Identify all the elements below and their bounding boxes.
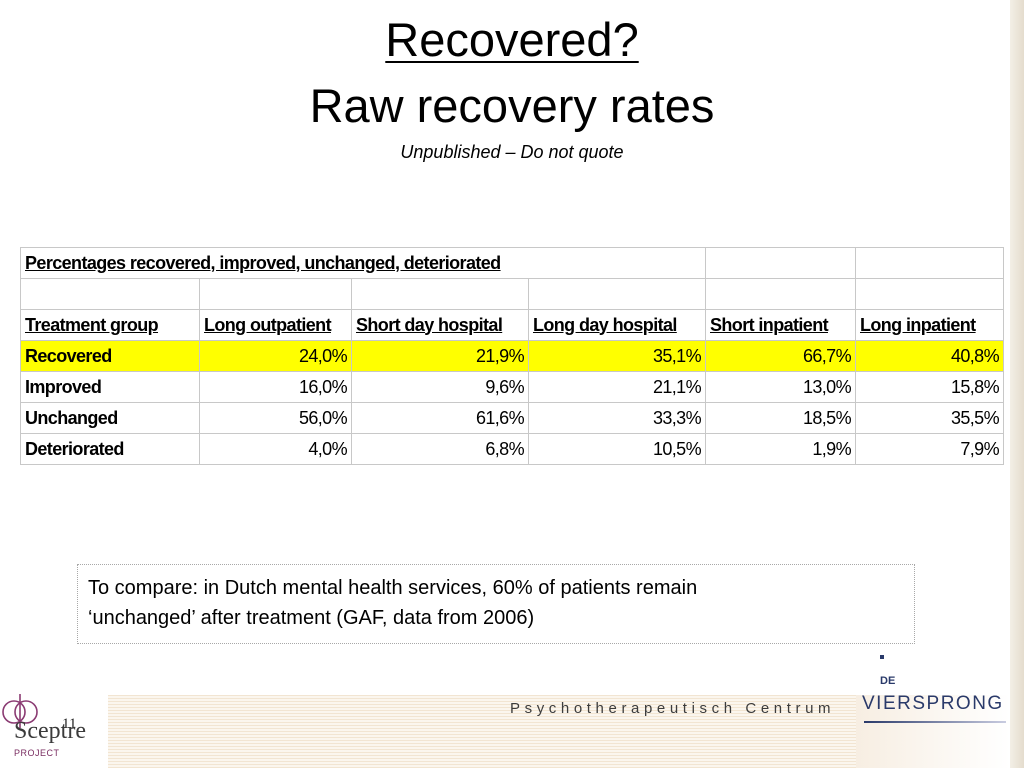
row-label: Unchanged: [20, 402, 200, 434]
table-cell: 6,8%: [351, 433, 529, 465]
table-cell: 10,5%: [528, 433, 706, 465]
table-cell: 66,7%: [705, 340, 856, 372]
table-caption: Percentages recovered, improved, unchang…: [20, 247, 706, 279]
table-row-deteriorated: Deteriorated 4,0% 6,8% 10,5% 1,9% 7,9%: [20, 433, 1004, 465]
table-row-unchanged: Unchanged 56,0% 61,6% 33,3% 18,5% 35,5%: [20, 402, 1004, 434]
logo-underline: [864, 721, 1006, 723]
column-header: Long day hospital: [528, 309, 706, 341]
logo-prefix: DE: [880, 675, 896, 687]
table-cell-empty: [855, 278, 1004, 310]
table-cell: 21,1%: [528, 371, 706, 403]
sceptre-logo-text: Sceptre: [14, 718, 86, 744]
table-cell: 1,9%: [705, 433, 856, 465]
slide-right-edge: [1010, 0, 1024, 768]
table-row-recovered: Recovered 24,0% 21,9% 35,1% 66,7% 40,8%: [20, 340, 1004, 372]
table-cell: 16,0%: [199, 371, 352, 403]
table-cell: 4,0%: [199, 433, 352, 465]
table-cell-empty: [199, 278, 352, 310]
table-cell: 15,8%: [855, 371, 1004, 403]
recovery-table: Percentages recovered, improved, unchang…: [20, 247, 1004, 465]
table-cell-empty: [705, 247, 856, 279]
table-row-improved: Improved 16,0% 9,6% 21,1% 13,0% 15,8%: [20, 371, 1004, 403]
column-header: Treatment group: [20, 309, 200, 341]
table-cell: 24,0%: [199, 340, 352, 372]
table-cell-empty: [20, 278, 200, 310]
footer-band-fade: [856, 695, 1010, 768]
note-line-1: To compare: in Dutch mental health servi…: [88, 577, 698, 599]
table-cell-empty: [855, 247, 1004, 279]
table-cell: 18,5%: [705, 402, 856, 434]
sceptre-emblem-icon: [2, 694, 38, 728]
table-spacer-row: [20, 278, 1004, 310]
logo-name: VIERSPRONG: [862, 693, 1004, 714]
vierspong-logo: DE VIERSPRONG: [860, 655, 1010, 765]
row-label: Recovered: [20, 340, 200, 372]
table-cell: 35,5%: [855, 402, 1004, 434]
table-caption-row: Percentages recovered, improved, unchang…: [20, 247, 1004, 279]
page-number: 11: [62, 716, 77, 732]
table-cell: 9,6%: [351, 371, 529, 403]
note-line-2: ‘unchanged’ after treatment (GAF, data f…: [88, 607, 535, 629]
table-cell: 40,8%: [855, 340, 1004, 372]
column-header: Long inpatient: [855, 309, 1004, 341]
row-label: Deteriorated: [20, 433, 200, 465]
table-cell-empty: [351, 278, 529, 310]
table-cell: 56,0%: [199, 402, 352, 434]
slide-notice: Unpublished – Do not quote: [400, 142, 624, 162]
centre-name: Psychotherapeutisch Centrum: [510, 700, 836, 717]
table-cell-empty: [528, 278, 706, 310]
slide-subtitle: Raw recovery rates: [309, 79, 715, 132]
column-header: Short inpatient: [705, 309, 856, 341]
table-cell: 13,0%: [705, 371, 856, 403]
table-cell: 7,9%: [855, 433, 1004, 465]
column-header: Long outpatient: [199, 309, 352, 341]
logo-dot: [880, 655, 884, 659]
sceptre-logo: Sceptre PROJECT: [0, 688, 110, 768]
slide-title: Recovered?: [385, 13, 639, 66]
row-label: Improved: [20, 371, 200, 403]
footer-band: [108, 695, 856, 768]
table-header-row: Treatment group Long outpatient Short da…: [20, 309, 1004, 341]
table-cell: 33,3%: [528, 402, 706, 434]
comparison-note: To compare: in Dutch mental health servi…: [77, 564, 915, 644]
table-cell-empty: [705, 278, 856, 310]
table-cell: 61,6%: [351, 402, 529, 434]
table-cell: 21,9%: [351, 340, 529, 372]
sceptre-logo-sub: PROJECT: [14, 748, 60, 758]
column-header: Short day hospital: [351, 309, 529, 341]
table-cell: 35,1%: [528, 340, 706, 372]
